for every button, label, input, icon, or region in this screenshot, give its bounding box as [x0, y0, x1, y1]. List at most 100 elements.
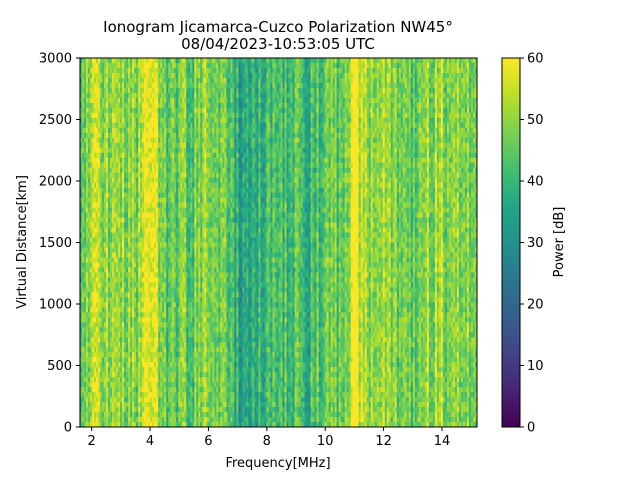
heatmap-cell	[144, 352, 147, 358]
heatmap-cell	[114, 322, 117, 328]
heatmap-cell	[90, 187, 93, 194]
heatmap-cell	[82, 167, 85, 174]
heatmap-cell	[160, 97, 163, 104]
heatmap-cell	[126, 142, 129, 149]
heatmap-cell	[132, 412, 135, 418]
heatmap-cell	[80, 67, 83, 74]
heatmap-cell	[82, 347, 85, 353]
heatmap-cell	[86, 157, 89, 164]
heatmap-cell	[130, 222, 133, 228]
heatmap-cell	[114, 367, 117, 373]
heatmap-cell	[94, 392, 97, 398]
heatmap-cell	[158, 227, 161, 233]
heatmap-cell	[148, 242, 151, 248]
heatmap-cell	[156, 177, 159, 184]
heatmap-cell	[154, 202, 157, 208]
heatmap-cell	[102, 422, 105, 428]
heatmap-cell	[126, 367, 129, 373]
heatmap-cell	[138, 92, 141, 99]
heatmap-cell	[158, 302, 161, 308]
heatmap-cell	[84, 377, 87, 383]
heatmap-cell	[108, 152, 111, 159]
heatmap-cell	[116, 62, 119, 69]
heatmap-cell	[96, 107, 99, 114]
heatmap-cell	[134, 252, 137, 258]
heatmap-cell	[92, 58, 95, 64]
heatmap-cell	[122, 142, 125, 149]
heatmap-cell	[94, 417, 97, 423]
heatmap-cell	[86, 342, 89, 348]
heatmap-cell	[154, 382, 157, 388]
heatmap-cell	[116, 92, 119, 99]
heatmap-cell	[88, 282, 91, 288]
heatmap-cell	[90, 72, 93, 79]
heatmap-cell	[160, 277, 163, 283]
heatmap-cell	[138, 212, 141, 218]
heatmap-cell	[132, 252, 135, 258]
heatmap-cell	[140, 92, 143, 99]
heatmap-cell	[110, 262, 113, 268]
heatmap-cell	[116, 152, 119, 159]
heatmap-cell	[160, 307, 163, 313]
heatmap-cell	[126, 197, 129, 204]
heatmap-cell	[132, 167, 135, 174]
heatmap-cell	[130, 332, 133, 338]
heatmap-cell	[108, 187, 111, 194]
heatmap-cell	[128, 282, 131, 288]
heatmap-cell	[100, 92, 103, 99]
heatmap-cell	[148, 87, 151, 94]
heatmap-cell	[150, 332, 153, 338]
heatmap-cell	[128, 407, 131, 413]
heatmap-cell	[120, 332, 123, 338]
heatmap-cell	[100, 107, 103, 114]
heatmap-cell	[154, 152, 157, 159]
heatmap-cell	[86, 327, 89, 333]
heatmap-cell	[130, 417, 133, 423]
heatmap-cell	[142, 407, 145, 413]
heatmap-cell	[160, 87, 163, 94]
heatmap-cell	[94, 192, 97, 199]
heatmap-cell	[116, 287, 119, 293]
heatmap-cell	[116, 312, 119, 318]
heatmap-cell	[132, 222, 135, 228]
heatmap-cell	[92, 372, 95, 378]
heatmap-cell	[112, 182, 115, 189]
heatmap-cell	[102, 327, 105, 333]
heatmap-cell	[106, 402, 109, 408]
heatmap-cell	[142, 117, 145, 124]
heatmap-cell	[82, 362, 85, 368]
heatmap-cell	[160, 282, 163, 288]
heatmap-cell	[160, 252, 163, 258]
heatmap-cell	[160, 147, 163, 154]
heatmap-cell	[80, 167, 83, 174]
heatmap-cell	[120, 287, 123, 293]
heatmap-cell	[146, 202, 149, 208]
heatmap-cell	[92, 107, 95, 114]
heatmap-cell	[152, 227, 155, 233]
heatmap-cell	[84, 267, 87, 273]
heatmap-cell	[100, 302, 103, 308]
heatmap-cell	[154, 207, 157, 213]
heatmap-cell	[132, 77, 135, 84]
heatmap-cell	[134, 227, 137, 233]
heatmap-cell	[88, 137, 91, 144]
heatmap-cell	[92, 327, 95, 333]
heatmap-cell	[96, 227, 99, 233]
heatmap-cell	[118, 137, 121, 144]
heatmap-cell	[116, 217, 119, 223]
heatmap-cell	[134, 77, 137, 84]
heatmap-cell	[120, 222, 123, 228]
heatmap-cell	[150, 58, 153, 64]
heatmap-cell	[110, 102, 113, 109]
heatmap-cell	[136, 337, 139, 343]
heatmap-cell	[118, 382, 121, 388]
heatmap-cell	[82, 117, 85, 124]
heatmap-cell	[140, 292, 143, 298]
heatmap-cell	[150, 77, 153, 84]
heatmap-cell	[124, 307, 127, 313]
heatmap-cell	[158, 397, 161, 403]
heatmap-cell	[136, 192, 139, 199]
heatmap-cell	[98, 202, 101, 208]
heatmap-cell	[116, 272, 119, 278]
heatmap-cell	[112, 317, 115, 323]
